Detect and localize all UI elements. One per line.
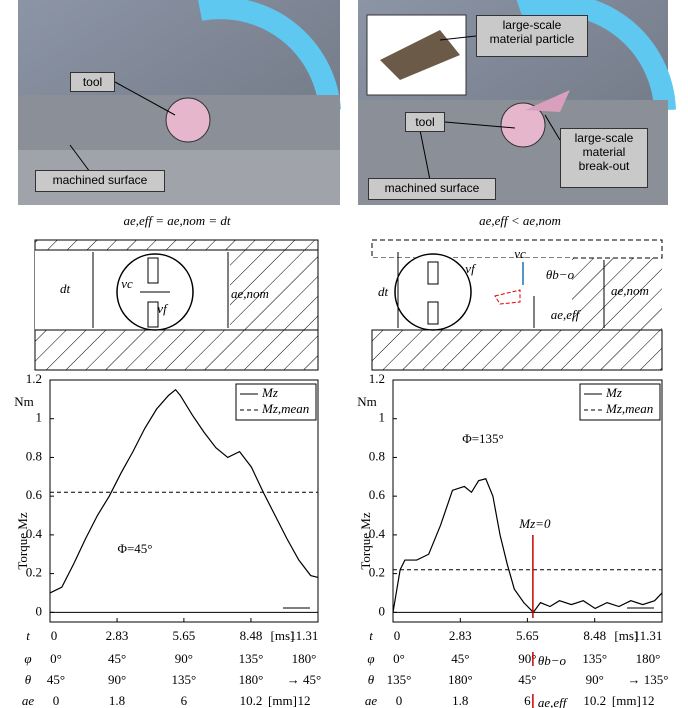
schematic-label: θb−o — [546, 267, 575, 282]
row-symbol: φ — [24, 651, 31, 666]
formula: ae,eff < ae,nom — [479, 213, 561, 228]
x-tick-label: 5.65 — [516, 628, 539, 643]
schematic-left — [35, 240, 318, 370]
row-symbol: ae — [365, 693, 378, 708]
y-tick-label: 0 — [36, 603, 43, 618]
row-label: 0 — [53, 693, 60, 708]
y-tick-label: 0.6 — [26, 487, 43, 502]
row-label: 0 — [396, 693, 403, 708]
x-tick-label: 0 — [51, 628, 58, 643]
annotation: Φ=135° — [462, 431, 504, 446]
photo-label: machined surface — [35, 170, 165, 192]
y-tick-label: 1.2 — [369, 371, 385, 386]
row-label: 0° — [393, 651, 405, 666]
y-label: Torque Mz — [358, 512, 373, 569]
formula: ae,eff = ae,nom = dt — [123, 213, 230, 228]
photo-label: machined surface — [368, 178, 496, 200]
row-label: 0° — [50, 651, 62, 666]
photo-label: tool — [70, 72, 115, 92]
row-label: 6 — [181, 693, 188, 708]
row-label: → 45° — [287, 672, 321, 687]
zero-annotation: Mz=0 — [518, 516, 551, 531]
row-label: 180° — [239, 672, 264, 687]
row-unit: [mm] — [268, 693, 297, 708]
row-label: 180° — [448, 672, 473, 687]
legend-label: Mz,mean — [605, 401, 653, 416]
photo-label: tool — [405, 112, 445, 132]
row-label: 45° — [451, 651, 469, 666]
row-label: → 135° — [628, 672, 669, 687]
figure: ae,eff = ae,nom = dt ae,eff < ae,nom dt vc v… — [0, 0, 688, 708]
x-tick-label: 2.83 — [449, 628, 472, 643]
row-unit: [mm] — [612, 693, 641, 708]
row-label: 45° — [108, 651, 126, 666]
row-label: 180° — [636, 651, 661, 666]
y-unit: Nm — [357, 394, 377, 409]
y-tick-label: 0.8 — [26, 448, 42, 463]
row-label: 45° — [47, 672, 65, 687]
row-label: 135° — [582, 651, 607, 666]
schematic-label: ae,eff — [551, 307, 582, 322]
x-unit: [ms] — [614, 628, 638, 643]
row-marker: θb−o — [538, 653, 567, 668]
y-tick-label: 0 — [379, 603, 386, 618]
row-symbol: θ — [368, 672, 375, 687]
row-label: 1.8 — [109, 693, 125, 708]
row-label: 10.2 — [583, 693, 606, 708]
schematic-label: vc — [121, 276, 133, 291]
schematic-label: ae,nom — [231, 286, 269, 301]
y-unit: Nm — [14, 394, 34, 409]
annotation: Φ=45° — [117, 541, 152, 556]
y-tick-label: 0.6 — [369, 487, 386, 502]
photo-label: large-scale material particle — [476, 15, 588, 57]
legend-label: Mz — [261, 385, 278, 400]
y-tick-label: 1.2 — [26, 371, 42, 386]
row-symbol: ae — [22, 693, 35, 708]
schematic-label: dt — [60, 281, 71, 296]
x-tick-label: 8.48 — [583, 628, 606, 643]
row-label: 90° — [108, 672, 126, 687]
schematic-label: ae,nom — [611, 283, 649, 298]
x-unit: [ms] — [271, 628, 295, 643]
x-tick-label: 8.48 — [240, 628, 263, 643]
row-label: 135° — [387, 672, 412, 687]
row-label: 12 — [298, 693, 311, 708]
row-label: 90° — [518, 651, 536, 666]
row-label: 135° — [172, 672, 197, 687]
row-label: 12 — [642, 693, 655, 708]
row-symbol: φ — [367, 651, 374, 666]
y-tick-label: 1 — [379, 410, 386, 425]
figure-svg: ae,eff = ae,nom = dt ae,eff < ae,nom dt vc v… — [0, 0, 688, 708]
row-label: 90° — [175, 651, 193, 666]
row-label: 1.8 — [452, 693, 468, 708]
photo-label: large-scale material break-out — [560, 128, 648, 188]
row-label: 180° — [292, 651, 317, 666]
row-marker: ae,eff — [538, 695, 569, 708]
y-tick-label: 1 — [36, 410, 43, 425]
row-label: 45° — [518, 672, 536, 687]
x-tick-label: 2.83 — [106, 628, 129, 643]
row-label: 6 — [524, 693, 531, 708]
row-symbol: θ — [25, 672, 32, 687]
schematic-label: vc — [514, 246, 526, 261]
row-label: 135° — [239, 651, 264, 666]
row-symbol: t — [26, 628, 30, 643]
schematic-label: dt — [378, 284, 389, 299]
row-label: 90° — [586, 672, 604, 687]
y-tick-label: 0.8 — [369, 448, 385, 463]
x-tick-label: 0 — [394, 628, 401, 643]
row-symbol: t — [369, 628, 373, 643]
x-tick-label: 5.65 — [173, 628, 196, 643]
series-line — [393, 479, 662, 613]
legend-label: Mz,mean — [261, 401, 309, 416]
y-label: Torque Mz — [15, 512, 30, 569]
row-label: 10.2 — [240, 693, 263, 708]
legend-label: Mz — [605, 385, 622, 400]
